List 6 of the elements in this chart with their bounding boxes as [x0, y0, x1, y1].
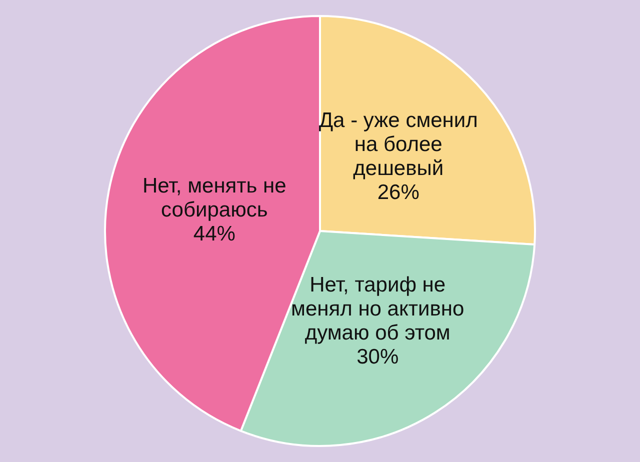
slice-label: Да - уже сменил на более дешевый [318, 109, 478, 180]
data-label: 26% [377, 181, 420, 204]
data-label: 30% [356, 346, 399, 369]
data-label: 44% [193, 222, 236, 246]
slice-label: Нет, тариф не менял но активно думаю об этом [291, 274, 464, 345]
slice-label: Нет, менять не собираюсь [142, 174, 286, 222]
